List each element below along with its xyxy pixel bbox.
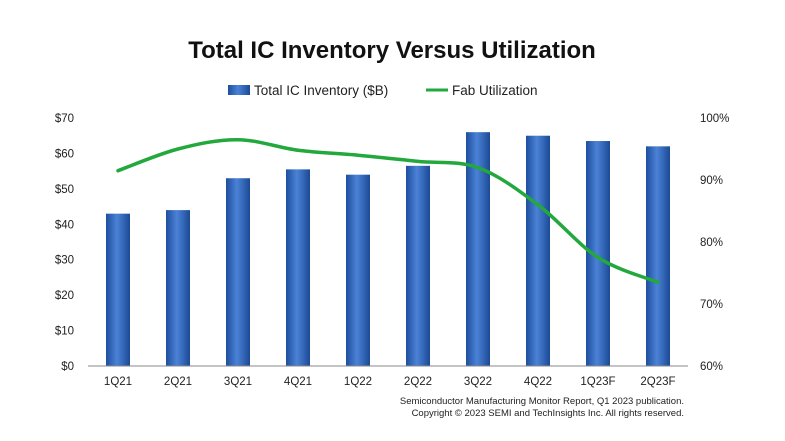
left-tick-label: $0 [61, 361, 74, 373]
x-axis: 1Q21 2Q21 3Q21 4Q21 1Q22 2Q22 3Q22 4Q22 1Q23F 2Q2… [104, 376, 676, 388]
line-series [116, 137, 660, 285]
x-tick-label: 2Q21 [164, 376, 192, 388]
bar [346, 174, 370, 366]
utilization-point [536, 203, 540, 207]
utilization-point [596, 256, 600, 259]
x-tick-label: 4Q21 [284, 376, 312, 388]
left-axis: $0 $10 $20 $30 $40 $50 $60 $70 [55, 113, 74, 373]
x-tick-label: 3Q21 [224, 376, 252, 388]
bar [646, 146, 670, 366]
utilization-point [476, 166, 480, 170]
utilization-point [176, 147, 180, 151]
right-axis: 60% 70% 80% 90% 100% [700, 113, 729, 373]
bar [286, 169, 310, 366]
utilization-line [116, 137, 660, 285]
left-tick-label: $60 [55, 148, 74, 160]
x-tick-label: 4Q22 [524, 376, 552, 388]
source-line-1: Semiconductor Manufacturing Monitor Repo… [400, 396, 684, 407]
left-tick-label: $20 [55, 290, 74, 302]
utilization-point [296, 148, 300, 152]
bar [406, 165, 430, 366]
left-tick-label: $40 [55, 219, 74, 231]
legend: Total IC Inventory ($B) Fab Utilization [228, 83, 538, 98]
right-tick-label: 60% [700, 361, 723, 373]
chart-title: Total IC Inventory Versus Utilization [188, 37, 596, 64]
left-tick-label: $70 [55, 113, 74, 125]
x-tick-label: 1Q21 [104, 376, 132, 388]
legend-label-inventory: Total IC Inventory ($B) [254, 83, 388, 98]
legend-swatch-inventory [228, 85, 250, 95]
right-tick-label: 90% [700, 175, 723, 187]
bar [526, 135, 550, 366]
utilization-point [656, 280, 660, 284]
x-tick-label: 3Q22 [464, 376, 492, 388]
left-tick-label: $10 [55, 326, 74, 338]
right-tick-label: 100% [700, 113, 729, 125]
utilization-point [116, 169, 120, 173]
left-tick-label: $50 [55, 184, 74, 196]
x-tick-label: 2Q22 [404, 376, 432, 388]
x-tick-label: 1Q23F [580, 376, 615, 388]
utilization-point [416, 159, 420, 163]
x-tick-label: 1Q22 [344, 376, 372, 388]
right-tick-label: 70% [700, 299, 723, 311]
bar-series [106, 132, 670, 366]
legend-label-utilization: Fab Utilization [452, 83, 538, 98]
bar [226, 178, 250, 366]
x-tick-label: 2Q23F [640, 376, 675, 388]
utilization-point [236, 138, 240, 142]
left-tick-label: $30 [55, 255, 74, 267]
right-tick-label: 80% [700, 237, 723, 249]
bar [166, 210, 190, 366]
source-line-2: Copyright © 2023 SEMI and TechInsights I… [412, 408, 684, 419]
utilization-point [356, 153, 360, 157]
bar [106, 213, 130, 366]
